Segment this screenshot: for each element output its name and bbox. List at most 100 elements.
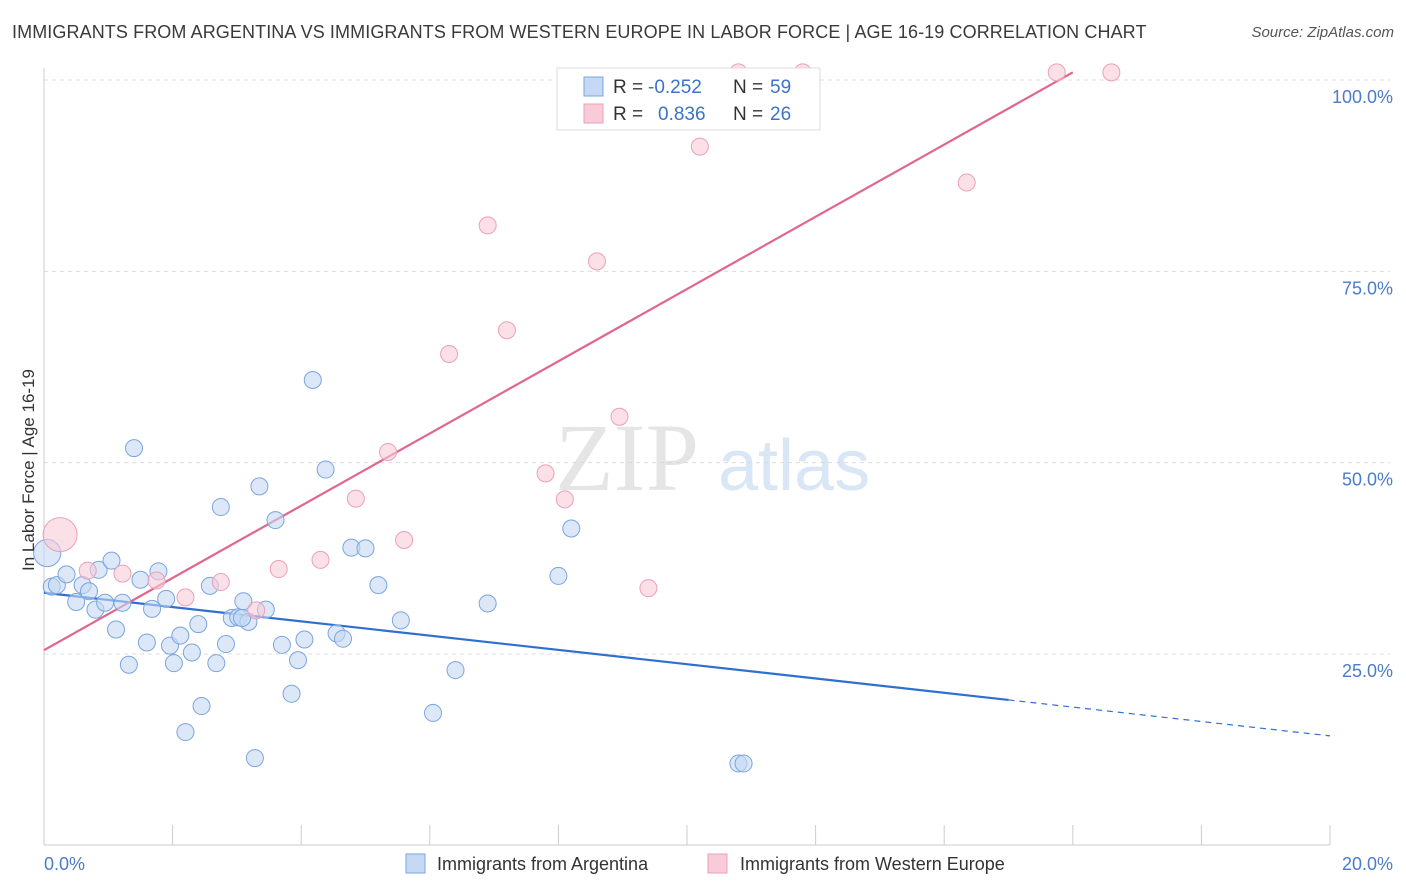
point-argentina	[282, 684, 301, 703]
point-western-europe	[610, 407, 629, 426]
point-western-europe	[379, 442, 398, 461]
legend-swatch-western-europe	[707, 853, 728, 874]
point-argentina	[245, 749, 264, 768]
point-argentina	[67, 592, 86, 611]
point-argentina	[164, 654, 183, 673]
x-tick-label-min: 0.0%	[44, 854, 85, 874]
stats-blue-n-label: N =	[733, 77, 763, 98]
point-argentina	[250, 477, 269, 496]
gridlines	[44, 79, 1390, 655]
point-argentina	[107, 620, 126, 639]
point-western-europe	[211, 573, 230, 592]
point-western-europe	[587, 252, 606, 271]
point-western-europe	[176, 588, 195, 607]
point-argentina	[171, 626, 190, 645]
y-tick-labels: 25.0% 50.0% 75.0% 100.0%	[1332, 87, 1393, 681]
point-argentina	[137, 633, 156, 652]
y-tick-label-100: 100.0%	[1332, 87, 1393, 107]
point-western-europe	[311, 550, 330, 569]
point-argentina	[391, 611, 410, 630]
stats-blue-n-value: 59	[770, 77, 791, 98]
stats-pink-n-label: N =	[733, 104, 763, 125]
point-argentina	[57, 565, 76, 584]
point-western-europe	[536, 464, 555, 483]
point-argentina	[295, 630, 314, 649]
point-argentina	[446, 661, 465, 680]
point-argentina	[478, 594, 497, 613]
point-western-europe	[113, 564, 132, 583]
point-argentina	[96, 593, 115, 612]
point-argentina	[211, 498, 230, 517]
stats-blue-r-value: -0.252	[648, 77, 702, 98]
point-argentina	[189, 615, 208, 634]
point-argentina	[369, 576, 388, 595]
point-western-europe	[555, 490, 574, 509]
trend-line-argentina	[43, 591, 1009, 702]
point-argentina	[182, 643, 201, 662]
point-argentina	[207, 654, 226, 673]
point-argentina	[272, 635, 291, 654]
point-argentina	[113, 593, 132, 612]
point-western-europe	[690, 137, 709, 156]
point-western-europe	[78, 561, 97, 580]
data-points	[33, 63, 1121, 773]
point-argentina	[549, 566, 568, 585]
point-western-europe	[1047, 63, 1066, 82]
point-argentina	[176, 723, 195, 742]
stats-blue-r-label: R =	[613, 77, 643, 98]
point-argentina	[333, 629, 352, 648]
y-tick-label-25: 25.0%	[1342, 661, 1393, 681]
y-tick-label-75: 75.0%	[1342, 278, 1393, 298]
point-argentina	[266, 511, 285, 530]
point-western-europe	[497, 321, 516, 340]
stats-swatch-blue	[583, 76, 604, 97]
point-argentina	[143, 599, 162, 618]
stats-pink-r-label: R =	[613, 104, 643, 125]
point-argentina	[125, 439, 144, 458]
point-argentina	[233, 609, 252, 628]
x-tick-label-max: 20.0%	[1342, 854, 1393, 874]
trend-lines	[43, 71, 1331, 737]
point-western-europe	[147, 571, 166, 590]
y-axis-label: In Labor Force | Age 16-19	[19, 369, 38, 571]
point-argentina	[80, 582, 99, 601]
point-argentina	[562, 519, 581, 538]
point-western-europe	[478, 216, 497, 235]
source-credit: Source: ZipAtlas.com	[1251, 24, 1394, 41]
point-argentina	[102, 551, 121, 570]
stats-pink-r-value: 0.836	[658, 104, 706, 125]
point-western-europe	[247, 601, 266, 620]
trend-line-extension-argentina	[1008, 699, 1331, 737]
point-argentina	[303, 371, 322, 390]
point-western-europe	[42, 517, 78, 553]
chart-title: IMMIGRANTS FROM ARGENTINA VS IMMIGRANTS …	[12, 22, 1147, 42]
point-argentina	[119, 655, 138, 674]
point-argentina	[424, 703, 443, 722]
point-western-europe	[1102, 63, 1121, 82]
point-western-europe	[639, 579, 658, 598]
stats-swatch-pink	[583, 103, 604, 124]
stats-pink-n-value: 26	[770, 104, 791, 125]
watermark-zip: ZIP	[555, 404, 699, 511]
legend: Immigrants from Argentina Immigrants fro…	[405, 853, 1005, 874]
stats-box: R = -0.252 N = 59 R = 0.836 N = 26	[556, 67, 821, 131]
point-argentina	[316, 460, 335, 479]
point-argentina	[192, 697, 211, 716]
point-argentina	[131, 570, 150, 589]
point-argentina	[356, 539, 375, 558]
point-argentina	[288, 651, 307, 670]
point-western-europe	[957, 173, 976, 192]
point-western-europe	[269, 560, 288, 579]
legend-swatch-argentina	[405, 853, 426, 874]
point-western-europe	[346, 489, 365, 508]
point-western-europe	[440, 344, 459, 363]
point-argentina	[216, 635, 235, 654]
point-argentina	[734, 754, 753, 773]
trend-line-western-europe	[43, 71, 1074, 652]
legend-label-western-europe: Immigrants from Western Europe	[740, 854, 1005, 874]
watermark-atlas: atlas	[718, 426, 870, 506]
point-western-europe	[395, 530, 414, 549]
point-argentina	[157, 589, 176, 608]
axes	[43, 68, 1331, 846]
